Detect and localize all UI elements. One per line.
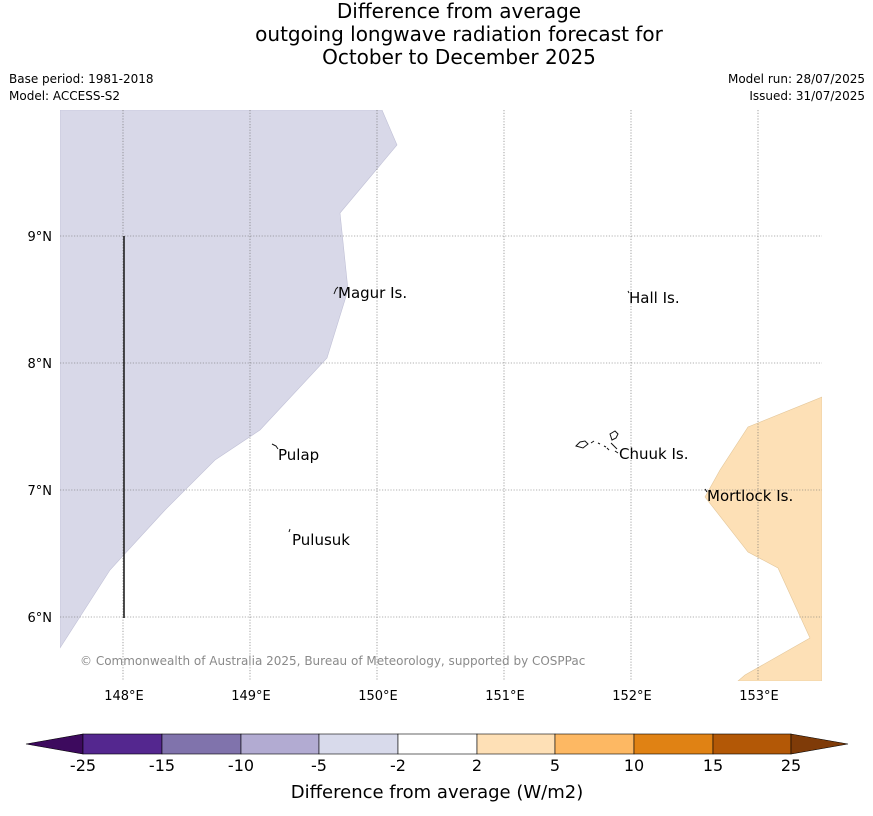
lon-label: 152°E bbox=[612, 689, 652, 704]
colorbar-segment bbox=[82, 733, 163, 755]
colorbar-extend-high bbox=[790, 733, 849, 755]
chuuk-lagoon-shape bbox=[575, 430, 619, 454]
colorbar-segment bbox=[712, 733, 792, 755]
meta-right: Model run: 28/07/2025 Issued: 31/07/2025 bbox=[728, 71, 865, 105]
place-label-mortlock: Mortlock Is. bbox=[707, 487, 793, 505]
base-period: Base period: 1981-2018 bbox=[9, 72, 154, 86]
latitude-labels: 9°N 8°N 7°N 6°N bbox=[28, 230, 53, 626]
model-name: Model: ACCESS-S2 bbox=[9, 89, 121, 103]
lat-label: 7°N bbox=[28, 484, 53, 499]
place-label-hall: Hall Is. bbox=[629, 289, 680, 307]
meta-left: Base period: 1981-2018 Model: ACCESS-S2 bbox=[9, 71, 154, 105]
lat-label: 8°N bbox=[28, 357, 53, 372]
issued-date: Issued: 31/07/2025 bbox=[749, 89, 865, 103]
colorbar-title: Difference from average (W/m2) bbox=[291, 782, 583, 803]
lon-label: 148°E bbox=[104, 689, 144, 704]
magur-island-shape bbox=[333, 286, 339, 295]
pulusuk-island-shape bbox=[288, 528, 291, 533]
colorbar-segment bbox=[240, 733, 320, 755]
lat-label: 6°N bbox=[28, 611, 53, 626]
model-run: Model run: 28/07/2025 bbox=[727, 72, 865, 86]
colorbar-tick: 25 bbox=[781, 756, 801, 775]
island-outlines bbox=[271, 286, 708, 533]
colorbar-tick: 15 bbox=[703, 756, 723, 775]
colorbar-ticks: -25 -15 -10 -5 -2 2 5 10 15 25 bbox=[70, 756, 801, 775]
pulap-island-shape bbox=[271, 443, 279, 450]
place-label-pulap: Pulap bbox=[278, 446, 319, 464]
colorbar-segment bbox=[554, 733, 635, 755]
colorbar-tick: 5 bbox=[550, 756, 560, 775]
colorbar-tick: -5 bbox=[311, 756, 327, 775]
lon-label: 153°E bbox=[739, 689, 779, 704]
lat-label: 9°N bbox=[28, 230, 53, 245]
title-line-3: October to December 2025 bbox=[322, 45, 596, 69]
negative-anomaly-region bbox=[60, 110, 398, 649]
colorbar-segment bbox=[633, 733, 714, 755]
colorbar-tick: -25 bbox=[70, 756, 96, 775]
title-line-2: outgoing longwave radiation forecast for bbox=[255, 22, 663, 46]
lon-label: 151°E bbox=[485, 689, 525, 704]
colorbar-tick: 10 bbox=[624, 756, 644, 775]
map-title: Difference from average outgoing longwav… bbox=[0, 0, 873, 69]
graticule bbox=[60, 110, 822, 681]
colorbar-tick: -10 bbox=[228, 756, 254, 775]
colorbar-segment bbox=[318, 733, 399, 755]
place-label-chuuk: Chuuk Is. bbox=[619, 445, 688, 463]
lon-label: 150°E bbox=[358, 689, 398, 704]
hall-island-shape bbox=[627, 290, 630, 294]
place-label-pulusuk: Pulusuk bbox=[292, 531, 350, 549]
colorbar-tick: -2 bbox=[390, 756, 406, 775]
anomaly-fill-layer bbox=[60, 110, 822, 681]
colorbar-tick: -15 bbox=[149, 756, 175, 775]
longitude-labels: 148°E 149°E 150°E 151°E 152°E 153°E bbox=[104, 689, 779, 704]
colorbar: -25 -15 -10 -5 -2 2 5 10 15 25 Differenc… bbox=[25, 733, 849, 803]
title-line-1: Difference from average bbox=[336, 0, 582, 23]
colorbar-tick: 2 bbox=[472, 756, 482, 775]
colorbar-segment bbox=[397, 733, 478, 755]
colorbar-segment bbox=[161, 733, 242, 755]
copyright-notice: © Commonwealth of Australia 2025, Bureau… bbox=[80, 654, 585, 668]
place-labels: Magur Is. Hall Is. Pulap Chuuk Is. Mortl… bbox=[278, 284, 793, 549]
lon-label: 149°E bbox=[231, 689, 271, 704]
colorbar-segment bbox=[476, 733, 556, 755]
mortlock-island-shape bbox=[704, 488, 708, 493]
positive-anomaly-region bbox=[704, 396, 822, 681]
place-label-magur: Magur Is. bbox=[338, 284, 407, 302]
colorbar-extend-low bbox=[25, 733, 84, 755]
